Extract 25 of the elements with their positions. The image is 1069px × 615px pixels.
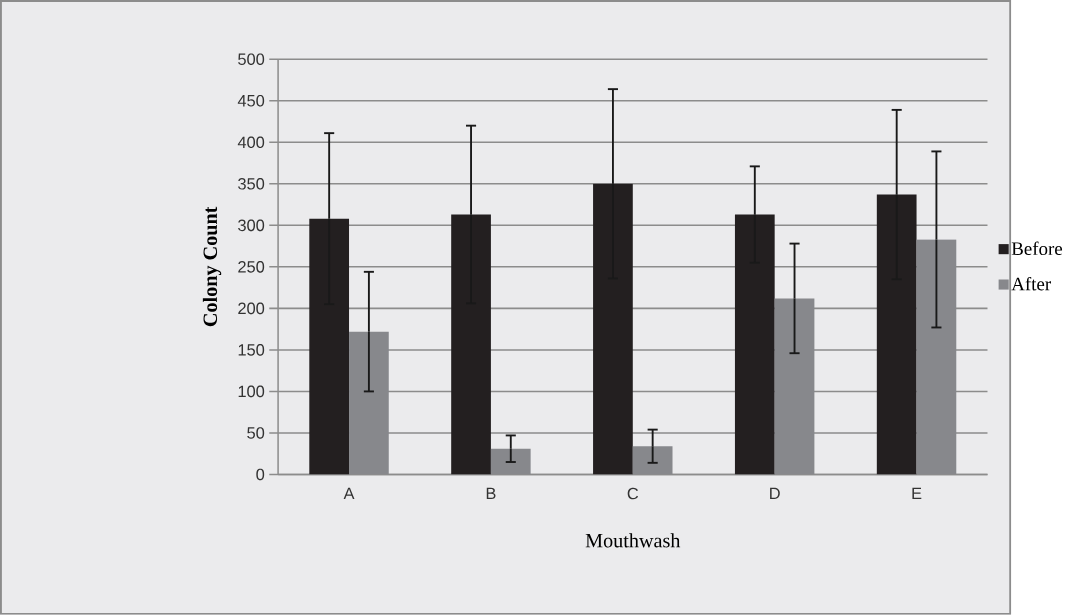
y-tick-label: 150 (238, 344, 265, 356)
bar (309, 218, 350, 475)
x-tick-label: A (343, 487, 355, 500)
y-tick-label: 350 (238, 178, 265, 190)
bar (734, 214, 775, 475)
y-tick-label: 250 (238, 261, 265, 273)
bar (876, 194, 917, 475)
x-tick-label: C (627, 487, 639, 500)
y-axis-title: Colony Count (202, 206, 222, 327)
y-tick-label: 0 (256, 468, 265, 481)
x-tick-label: D (770, 487, 780, 500)
y-tick-label: 300 (238, 219, 265, 232)
x-tick-label: E (912, 487, 922, 500)
y-tick-label: 400 (237, 136, 265, 149)
legend-label: After (1011, 277, 1051, 291)
y-tick-label: 50 (247, 427, 265, 439)
bar (451, 214, 491, 475)
y-tick-label: 450 (237, 95, 265, 107)
legend-label: Before (1011, 241, 1063, 256)
x-axis-title: Mouthwash (585, 533, 681, 548)
x-tick-label: B (486, 487, 496, 500)
y-tick-label: 100 (238, 385, 265, 398)
y-tick-label: 200 (238, 302, 265, 315)
bar (593, 183, 633, 475)
y-tick-label: 500 (238, 53, 265, 66)
